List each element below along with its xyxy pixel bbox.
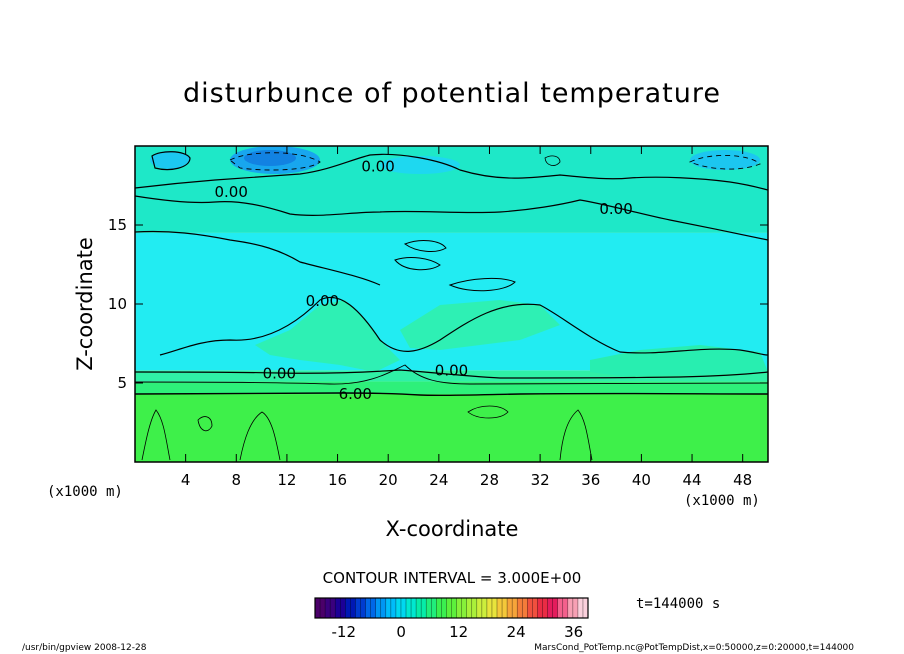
contour-small-cell — [403, 240, 447, 252]
negative-anomaly-blob — [690, 150, 760, 170]
y-axis-ticks: 5 10 15 — [108, 216, 768, 392]
contour-label: 0.00 — [263, 365, 296, 383]
contour-label: 0.00 — [306, 292, 339, 310]
contour-label: 0.00 — [599, 200, 632, 218]
contour-zero-mid — [159, 296, 768, 356]
field-band — [135, 370, 768, 382]
colorbar-tick-label: 0 — [396, 623, 406, 641]
x-tick-label: 12 — [277, 471, 296, 489]
x-tick-label: 24 — [429, 471, 448, 489]
contour-small-cell — [467, 405, 509, 419]
colorbar-ticks: -12 0 12 24 36 — [331, 623, 583, 641]
x-unit-left: (x1000 m) — [47, 484, 123, 500]
y-tick-label: 15 — [108, 216, 127, 234]
footer-left: /usr/bin/gpview 2008-12-28 — [22, 643, 147, 653]
x-tick-label: 48 — [733, 471, 752, 489]
x-tick-label: 8 — [232, 471, 242, 489]
contour-six — [135, 392, 768, 397]
contour-interval-text: CONTOUR INTERVAL = 3.000E+00 — [323, 569, 582, 587]
negative-anomaly-blob — [244, 150, 296, 166]
contour-dashed-right — [688, 154, 761, 170]
x-tick-label: 28 — [480, 471, 499, 489]
colorbar — [314, 597, 589, 619]
contour-label: 0.00 — [361, 158, 394, 176]
contour-zero-top — [135, 153, 768, 191]
positive-anomaly-patch — [400, 300, 560, 350]
contour-small-cell — [559, 409, 593, 461]
contour-zero-layer — [135, 230, 381, 286]
y-tick-label: 10 — [108, 295, 127, 313]
contour-small-cell — [239, 411, 281, 461]
x-axis-ticks: 4 8 12 16 20 24 28 32 36 40 44 48 — [181, 146, 752, 489]
plot-area — [135, 146, 768, 462]
x-unit-right: (x1000 m) — [684, 493, 760, 509]
positive-anomaly-patch — [255, 300, 400, 372]
contour-blob-left — [151, 151, 191, 171]
colorbar-tick-label: 36 — [564, 623, 583, 641]
x-tick-label: 40 — [632, 471, 651, 489]
colorbar-frame — [314, 597, 589, 619]
contour-zero-upper — [135, 195, 768, 241]
contour-labels: 0.00 0.00 0.00 0.00 0.00 0.00 6.00 — [215, 158, 633, 404]
contour-small-cell — [197, 416, 213, 432]
contour-label: 0.00 — [215, 183, 248, 201]
negative-anomaly-blob — [380, 156, 460, 174]
field-bands — [135, 146, 768, 462]
contour-label: 0.00 — [435, 361, 468, 379]
field-band — [135, 381, 768, 395]
contour-small-cell — [448, 277, 516, 292]
field-band — [135, 394, 768, 462]
x-tick-label: 4 — [181, 471, 191, 489]
y-tick-label: 5 — [117, 374, 127, 392]
colorbar-tick-label: -12 — [331, 623, 356, 641]
contour-dashed-top — [229, 152, 321, 171]
colorbar-tick-label: 24 — [507, 623, 526, 641]
time-label: t=144000 s — [636, 596, 720, 612]
chart-title: disturbunce of potential temperature — [183, 78, 721, 109]
contour-small-cell — [544, 155, 561, 166]
x-tick-label: 32 — [531, 471, 550, 489]
x-tick-label: 20 — [379, 471, 398, 489]
colorbar-tick-label: 12 — [449, 623, 468, 641]
contour-three — [135, 364, 768, 385]
x-tick-label: 16 — [328, 471, 347, 489]
contour-lines — [135, 151, 768, 461]
footer-right: MarsCond_PotTemp.nc@PotTempDist,x=0:5000… — [534, 643, 854, 653]
contour-zero-lower — [135, 369, 768, 379]
contour-small-cell — [394, 257, 441, 271]
x-tick-label: 36 — [581, 471, 600, 489]
x-axis-label: X-coordinate — [386, 517, 519, 541]
negative-anomaly-blob — [150, 151, 190, 169]
y-axis-label: Z-coordinate — [73, 237, 97, 371]
contour-small-cell — [141, 409, 171, 461]
x-tick-label: 44 — [682, 471, 701, 489]
contour-label: 6.00 — [339, 385, 372, 403]
